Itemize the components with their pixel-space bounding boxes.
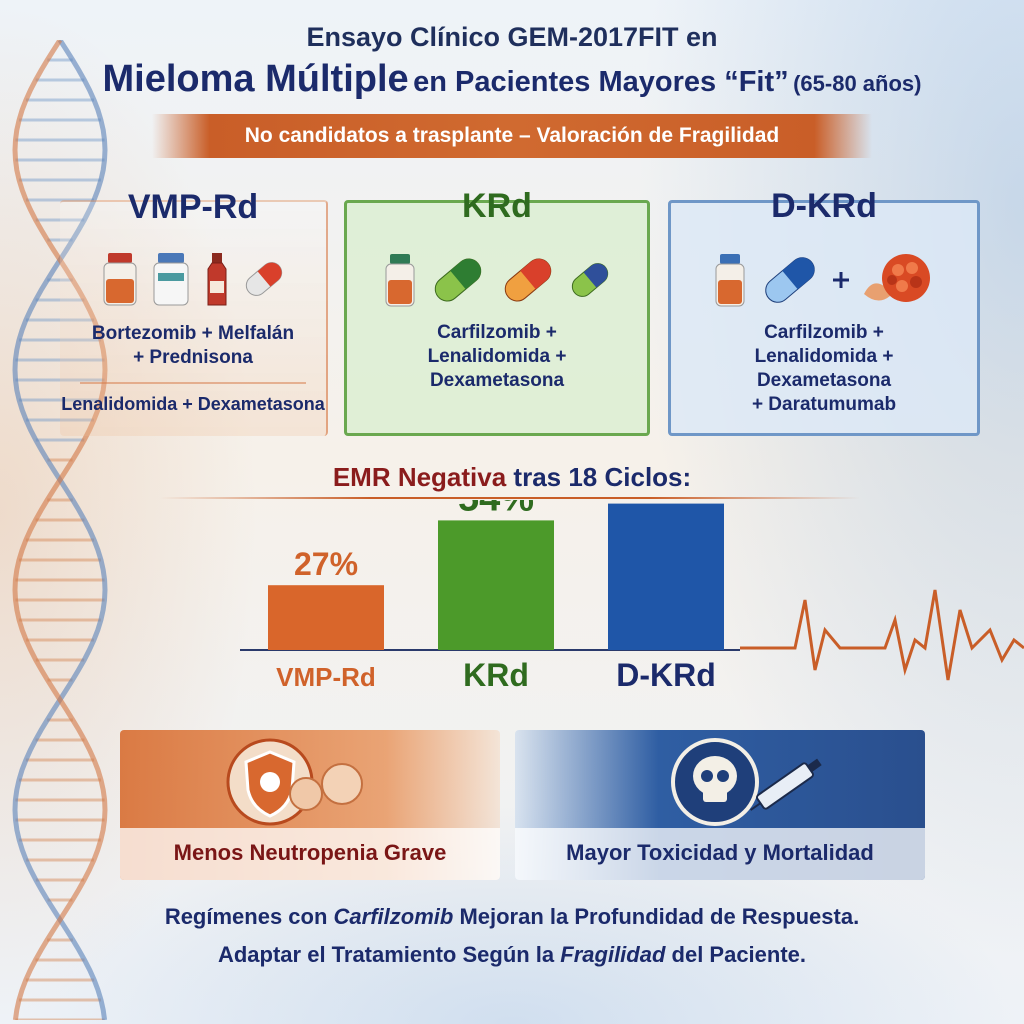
drug-line: Dexametasona [756, 370, 892, 391]
cell-icon [864, 254, 930, 302]
vial-icon [103, 253, 137, 306]
ecg-line-icon [740, 589, 1024, 681]
title-age-range: (65-80 años) [793, 71, 922, 96]
regimen-title: KRd [462, 187, 532, 225]
conclusion-line-2: Adaptar el Tratamiento Según la Fragilid… [0, 942, 1024, 968]
chart-value-label: 54% [458, 500, 534, 519]
regimen-card-krd: KRd Carfilzomib + Lenalidomida + Dexamet… [344, 187, 650, 436]
drug-line: Lenalidomida + [427, 346, 567, 367]
drug-icons [60, 248, 326, 310]
conclusion-text: Regímenes con [164, 904, 334, 929]
bottle-icon [207, 253, 227, 306]
conclusion-text: Adaptar el Tratamiento Según la [217, 942, 561, 967]
emr-bar-chart: 27% VMP-Rd 54% KRd 61% D-KRd [240, 500, 740, 693]
chart-title: EMR Negativa tras 18 Ciclos: [0, 462, 1024, 493]
title-line-1: Ensayo Clínico GEM-2017FIT en [306, 22, 718, 52]
capsule-icon [434, 258, 482, 302]
panel-label-strip [120, 828, 500, 880]
chart-title-rest: tras 18 Ciclos: [506, 462, 692, 492]
conclusion-line-1: Regímenes con Carfilzomib Mejoran la Pro… [0, 904, 1024, 930]
outcome-panel-toxicity: Mayor Toxicidad y Mortalidad [515, 730, 925, 880]
capsule-icon [571, 263, 609, 297]
capsule-icon [504, 258, 552, 302]
dna-helix-illustration [12, 40, 108, 1020]
drug-line: Carfilzomib + [437, 322, 557, 343]
capsule-icon [765, 257, 815, 303]
drug-line: + Daratumumab [751, 394, 897, 415]
outcome-panel-neutropenia: Menos Neutropenia Grave [120, 730, 500, 880]
capsule-icon [245, 262, 283, 296]
vial-icon [153, 253, 189, 306]
drug-line: Lenalidomida + [754, 346, 894, 367]
drug-line: Carfilzomib + [764, 322, 884, 343]
outcome-label: Mayor Toxicidad y Mortalidad [566, 840, 874, 865]
chart-category-label: D-KRd [616, 657, 716, 693]
chart-value-label: 27% [294, 546, 358, 582]
skull-icon [671, 738, 822, 826]
vial-icon [715, 254, 745, 307]
conclusion-emphasis: Carfilzomib [333, 904, 454, 929]
shield-virus-icon [226, 738, 363, 826]
chart-category-label: VMP-Rd [276, 662, 376, 692]
outcome-label: Menos Neutropenia Grave [173, 840, 447, 865]
drug-icons [347, 249, 647, 311]
panel-label-strip [515, 828, 925, 880]
chart-value-label: 61% [628, 500, 704, 503]
dna-strand [12, 40, 108, 1020]
conclusion-emphasis: Fragilidad [560, 942, 666, 967]
conclusion-text: Mejoran la Profundidad de Respuesta. [453, 904, 860, 929]
regimen-title: D-KRd [771, 187, 877, 225]
title-line-2: Mieloma Múltiple en Pacientes Mayores “F… [0, 58, 1024, 101]
regimen-drugs: Bortezomib + Melfalán + Prednisona [60, 322, 326, 370]
plus-icon [833, 272, 849, 288]
subtitle-banner: No candidatos a trasplante – Valoración … [152, 114, 872, 158]
regimen-card-vmp-rd: VMP-Rd Bortezomib + Melfalán + Prednison… [60, 188, 328, 436]
regimen-drugs-rd: Lenalidomida + Dexametasona [61, 394, 325, 414]
vial-icon [385, 254, 415, 307]
chart-title-highlight: EMR Negativa [332, 462, 507, 492]
chart-title-underline [160, 497, 860, 499]
chart-bar [438, 520, 554, 650]
title-disease: Mieloma Múltiple [102, 58, 409, 100]
regimen-drugs: Carfilzomib + Lenalidomida + Dexametason… [347, 321, 647, 393]
chart-bar [608, 503, 724, 650]
title-population: en Pacientes Mayores “Fit” [413, 66, 789, 98]
regimen-card-d-krd: D-KRd Carfilzomib + Lenalidomida + Dexam… [668, 187, 980, 436]
drug-line: Dexametasona [429, 370, 565, 391]
drug-icons [671, 249, 977, 311]
drug-line: Bortezomib + Melfalán [91, 323, 295, 344]
conclusion-text: del Paciente. [665, 942, 807, 967]
drug-line: + Prednisona [133, 347, 253, 368]
dna-strand [12, 40, 108, 1020]
chart-category-label: KRd [463, 657, 529, 693]
divider [80, 382, 306, 384]
regimen-title: VMP-Rd [127, 188, 259, 226]
regimen-drugs: Carfilzomib + Lenalidomida + Dexametason… [671, 321, 977, 417]
chart-bar [268, 585, 384, 650]
